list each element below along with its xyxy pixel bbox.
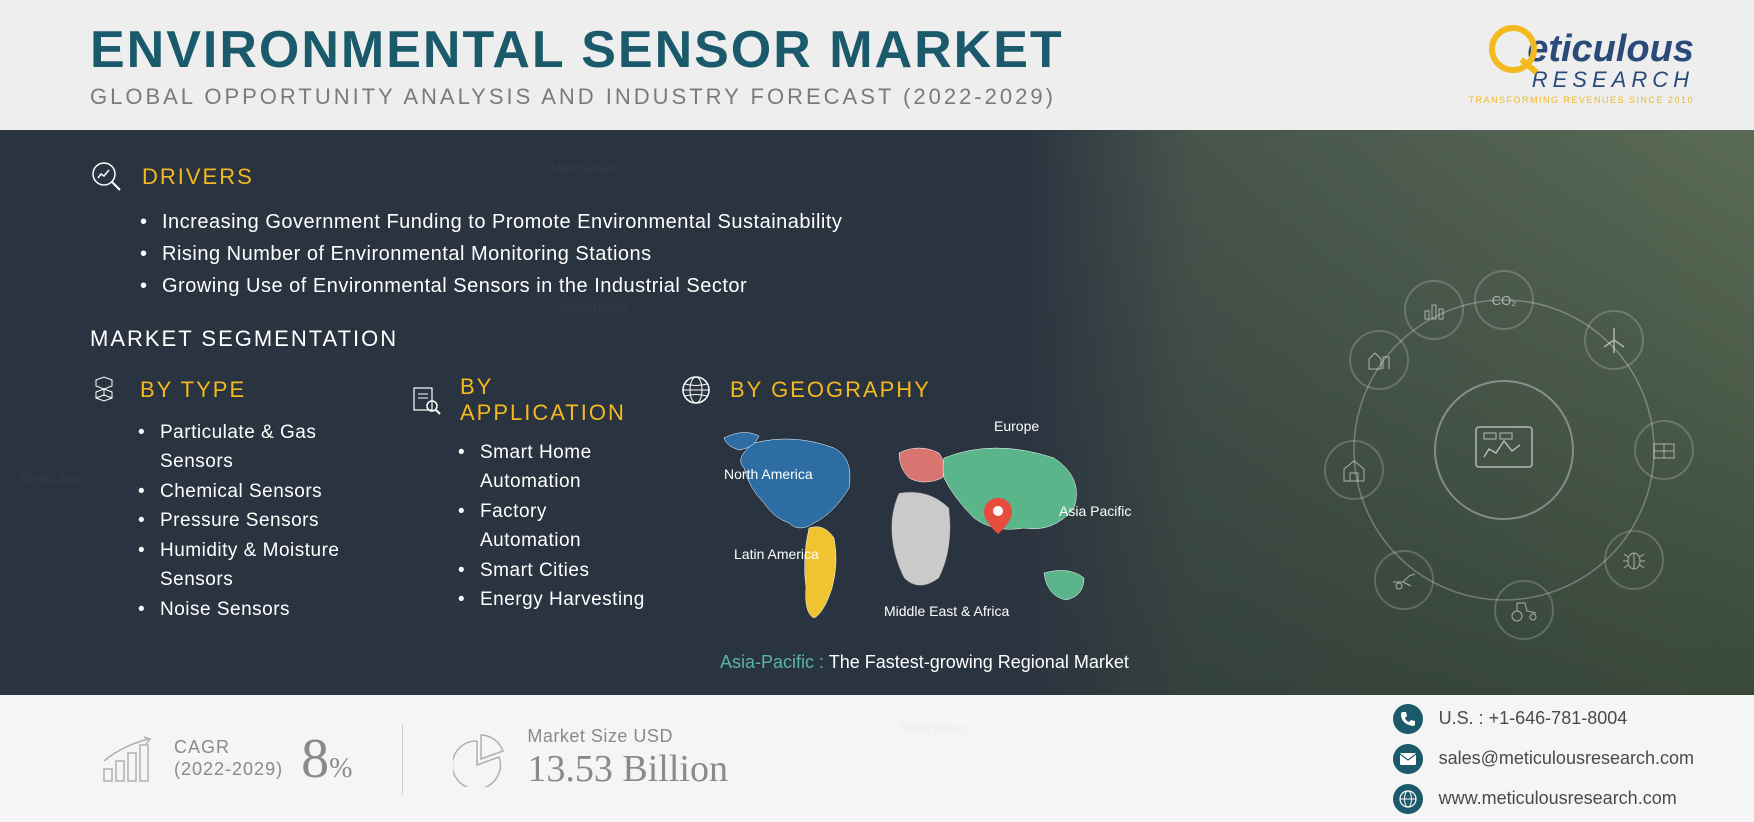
web-text: www.meticulousresearch.com xyxy=(1439,788,1677,809)
label-ap: Asia Pacific xyxy=(1059,503,1131,519)
cagr-label: CAGR xyxy=(174,737,283,759)
list-item: Smart Home Automation xyxy=(458,438,650,497)
col-by-application: BY APPLICATION Smart Home Automation Fac… xyxy=(410,374,650,673)
market-size-value: 13.53 Billion xyxy=(527,747,728,791)
list-item: Energy Harvesting xyxy=(458,585,650,614)
label-eu: Europe xyxy=(994,418,1039,434)
contact-web-row: www.meticulousresearch.com xyxy=(1393,784,1694,814)
cagr-value-block: 8% xyxy=(301,727,352,791)
footer: CAGR (2022-2029) 8% Market Size USD 13.5… xyxy=(0,695,1754,822)
list-item: Chemical Sensors xyxy=(138,477,380,506)
map-region-na xyxy=(741,439,850,528)
drivers-heading: DRIVERS xyxy=(90,160,1694,194)
list-item: Factory Automation xyxy=(458,497,650,556)
by-geo-title: BY GEOGRAPHY xyxy=(730,377,931,403)
by-app-heading: BY APPLICATION xyxy=(410,374,650,426)
list-item: Smart Cities xyxy=(458,556,650,585)
label-mea: Middle East & Africa xyxy=(884,603,1009,619)
by-app-title: BY APPLICATION xyxy=(460,374,650,426)
chart-icon xyxy=(1404,280,1464,340)
cagr-number: 8 xyxy=(301,728,329,790)
col-by-type: BY TYPE Particulate & Gas Sensors Chemic… xyxy=(90,374,380,673)
geography-note: Asia-Pacific : The Fastest-growing Regio… xyxy=(720,652,1694,673)
map-region-au xyxy=(1044,570,1084,600)
list-item: Pressure Sensors xyxy=(138,506,380,535)
search-doc-icon xyxy=(410,384,442,416)
web-icon xyxy=(1393,784,1423,814)
main-panel: DRIVERS Increasing Government Funding to… xyxy=(0,130,1754,695)
cagr-block: CAGR (2022-2029) 8% xyxy=(100,727,352,791)
list-item: Particulate & Gas Sensors xyxy=(138,418,380,477)
email-icon xyxy=(1393,744,1423,774)
type-list: Particulate & Gas Sensors Chemical Senso… xyxy=(138,418,380,624)
wind-turbine-icon xyxy=(1584,310,1644,370)
phone-icon xyxy=(1393,704,1423,734)
map-region-mea xyxy=(892,492,951,586)
pie-icon xyxy=(453,731,509,787)
globe-icon xyxy=(680,374,712,406)
label-na: North America xyxy=(724,466,813,482)
wheelbarrow-icon xyxy=(1374,550,1434,610)
contact-email-row: sales@meticulousresearch.com xyxy=(1393,744,1694,774)
page-title: ENVIRONMENTAL SENSOR MARKET xyxy=(90,20,1064,80)
map-region-eu xyxy=(899,448,945,482)
geo-note-rest: The Fastest-growing Regional Market xyxy=(824,652,1129,672)
barn-icon xyxy=(1324,440,1384,500)
contact-block: U.S. : +1-646-781-8004 sales@meticulousr… xyxy=(1393,704,1694,814)
contact-phone-row: U.S. : +1-646-781-8004 xyxy=(1393,704,1694,734)
page-subtitle: GLOBAL OPPORTUNITY ANALYSIS AND INDUSTRY… xyxy=(90,84,1064,110)
list-item: Increasing Government Funding to Promote… xyxy=(140,206,1694,238)
farm-icon xyxy=(1349,330,1409,390)
market-size-label: Market Size USD xyxy=(527,726,728,747)
ring-center xyxy=(1434,380,1574,520)
application-list: Smart Home Automation Factory Automation… xyxy=(458,438,650,615)
geo-note-accent: Asia-Pacific : xyxy=(720,652,824,672)
cagr-label-block: CAGR (2022-2029) xyxy=(174,737,283,780)
market-size-block: Market Size USD 13.53 Billion xyxy=(453,726,728,791)
logo-q-icon xyxy=(1489,25,1537,73)
by-type-heading: BY TYPE xyxy=(90,374,380,406)
header: ENVIRONMENTAL SENSOR MARKET GLOBAL OPPOR… xyxy=(0,0,1754,130)
logo-tagline: TRANSFORMING REVENUES SINCE 2010 xyxy=(1468,95,1694,105)
list-item: Humidity & Moisture Sensors xyxy=(138,536,380,595)
phone-text: U.S. : +1-646-781-8004 xyxy=(1439,708,1628,729)
tech-ring-graphic: CO₂ xyxy=(1304,250,1704,650)
label-la: Latin America xyxy=(734,546,819,562)
company-logo: eticulous RESEARCH TRANSFORMING REVENUES… xyxy=(1468,25,1694,105)
list-item: Noise Sensors xyxy=(138,595,380,624)
logo-subtext: RESEARCH xyxy=(1532,67,1694,93)
world-map: North America Latin America Europe Asia … xyxy=(704,418,1134,648)
co2-icon: CO₂ xyxy=(1474,270,1534,330)
email-text: sales@meticulousresearch.com xyxy=(1439,748,1694,769)
bar-growth-icon xyxy=(100,735,156,783)
header-text-block: ENVIRONMENTAL SENSOR MARKET GLOBAL OPPOR… xyxy=(90,20,1064,110)
divider xyxy=(402,724,403,794)
analysis-icon xyxy=(90,160,124,194)
logo-word: eticulous xyxy=(1527,28,1694,71)
solar-panel-icon xyxy=(1634,420,1694,480)
by-type-title: BY TYPE xyxy=(140,377,246,403)
drivers-title: DRIVERS xyxy=(142,164,254,190)
logo-main: eticulous xyxy=(1489,25,1694,73)
map-region-la xyxy=(805,527,837,618)
logo-text: eticulous xyxy=(1527,28,1694,70)
dashboard-icon xyxy=(1464,410,1544,490)
bug-icon xyxy=(1604,530,1664,590)
map-pin-icon xyxy=(984,498,1012,534)
cagr-unit: % xyxy=(329,753,352,784)
cagr-period: (2022-2029) xyxy=(174,759,283,781)
market-size-text: Market Size USD 13.53 Billion xyxy=(527,726,728,791)
tractor-icon xyxy=(1494,580,1554,640)
boxes-icon xyxy=(90,374,122,406)
